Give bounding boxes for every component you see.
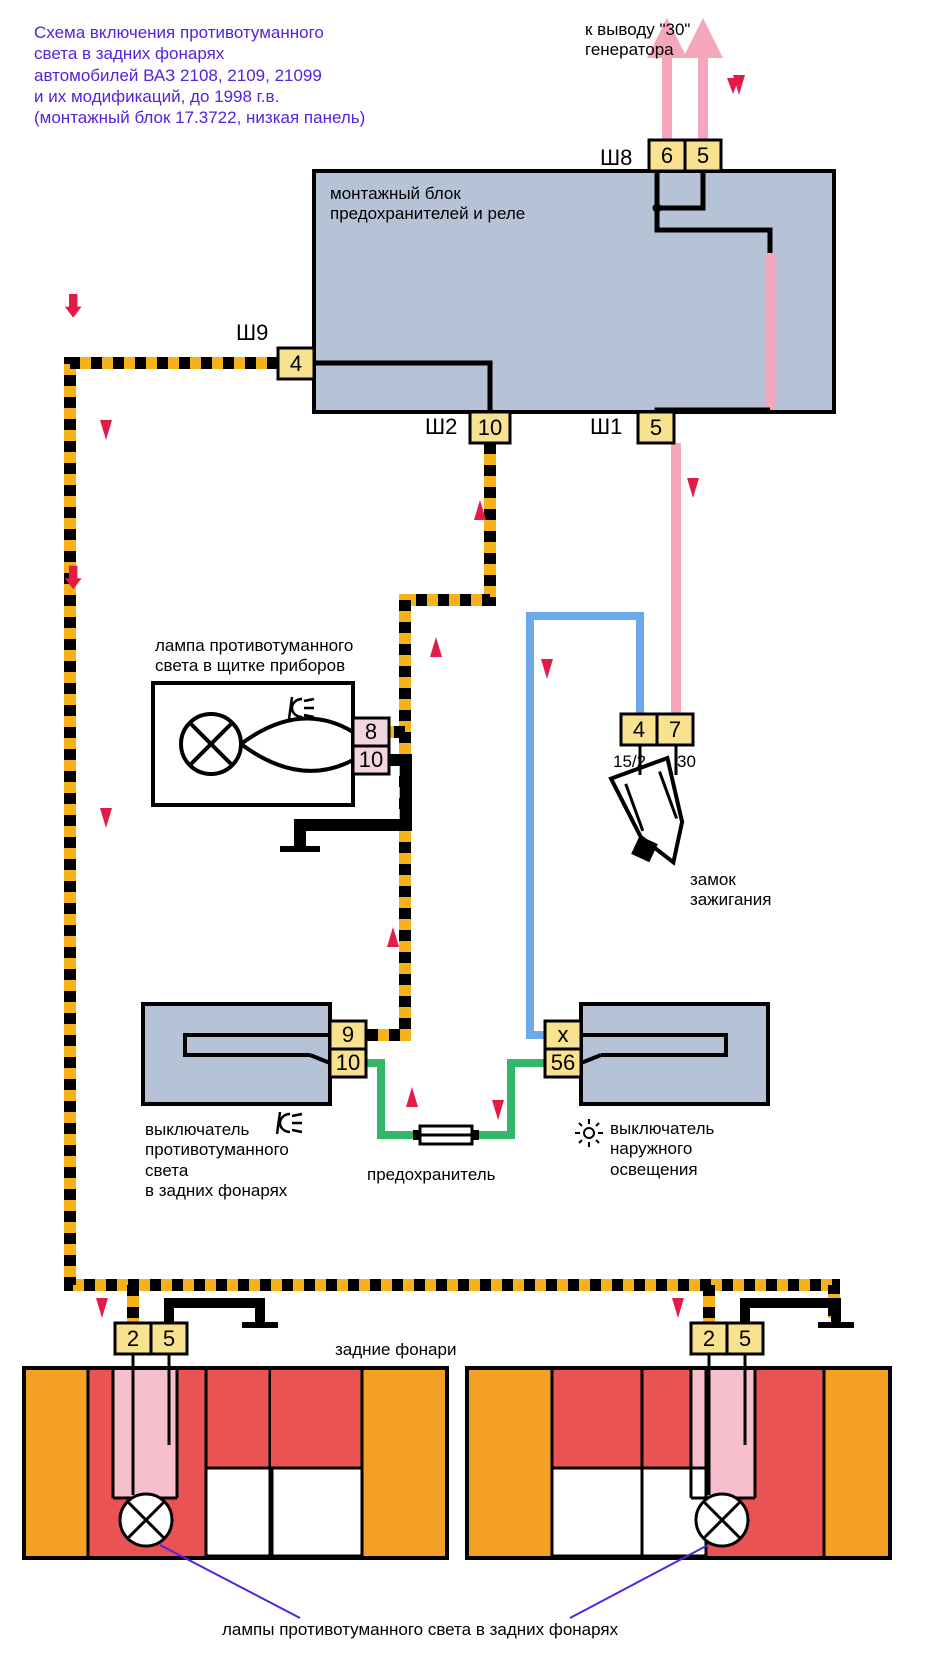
rear-lamp-right (467, 1354, 890, 1558)
label-fog-switch: выключатель противотуманного света в зад… (145, 1120, 289, 1202)
diagram-title: Схема включения противотуманного света в… (34, 22, 365, 128)
label-ignition: замок зажигания (690, 870, 772, 911)
label-sh1: Ш1 (590, 414, 622, 440)
label-fuse-block: монтажный блок предохранителей и реле (330, 184, 525, 225)
svg-text:10: 10 (478, 415, 502, 440)
svg-text:9: 9 (342, 1022, 354, 1047)
svg-text:4: 4 (633, 717, 645, 742)
wiring-diagram: 6 5 4 10 5 4 7 8 10 9 10 x 56 2 5 2 5 (0, 0, 950, 1657)
svg-text:7: 7 (669, 717, 681, 742)
label-fuse: предохранитель (367, 1165, 495, 1185)
label-ign-30: 30 (677, 752, 696, 772)
svg-text:2: 2 (127, 1326, 139, 1351)
svg-text:56: 56 (551, 1050, 575, 1075)
label-ext-switch: выключатель наружного освещения (610, 1119, 714, 1180)
label-sh9: Ш9 (236, 320, 268, 346)
svg-text:4: 4 (290, 351, 302, 376)
label-sh2: Ш2 (425, 414, 457, 440)
svg-text:6: 6 (661, 143, 673, 168)
svg-text:10: 10 (336, 1050, 360, 1075)
svg-text:x: x (558, 1022, 569, 1047)
label-rear-lamps: задние фонари (335, 1340, 456, 1360)
ignition-lock-icon (605, 758, 702, 875)
label-rear-fog-lamps: лампы противотуманного света в задних фо… (222, 1620, 618, 1640)
rear-lamp-left (24, 1354, 447, 1558)
svg-text:5: 5 (163, 1326, 175, 1351)
svg-text:10: 10 (359, 747, 383, 772)
svg-text:5: 5 (739, 1326, 751, 1351)
svg-text:5: 5 (650, 415, 662, 440)
label-dash-lamp: лампа противотуманного света в щитке при… (155, 636, 353, 677)
svg-text:2: 2 (703, 1326, 715, 1351)
label-ign-15-2: 15/2 (613, 752, 646, 772)
svg-text:8: 8 (365, 719, 377, 744)
svg-text:5: 5 (697, 143, 709, 168)
label-sh8: Ш8 (600, 145, 632, 171)
label-generator: к выводу "30" генератора (585, 20, 690, 61)
